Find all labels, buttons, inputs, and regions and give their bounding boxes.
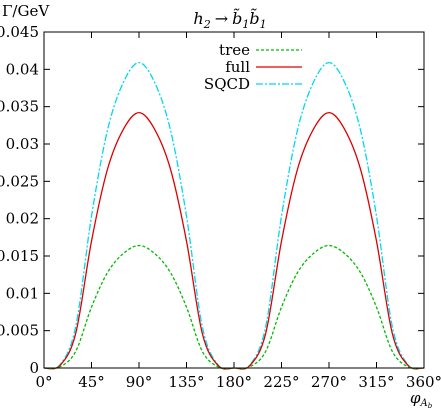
x-axis-label-subsub: b xyxy=(428,402,433,409)
plot-frame xyxy=(43,31,425,369)
title-arrow: → xyxy=(215,9,228,28)
y-tick-label: 0 xyxy=(29,359,39,377)
y-axis-label: Γ/GeV xyxy=(2,2,50,20)
series-line-tree xyxy=(43,244,425,370)
title-product-1: b̃ xyxy=(232,8,242,28)
x-tick-label: 315° xyxy=(358,373,394,391)
x-axis-label: φAb xyxy=(410,389,433,409)
x-axis-label-sub: A xyxy=(420,398,428,409)
x-tick-label: 45° xyxy=(78,373,105,391)
x-tick-label: 360° xyxy=(406,373,441,391)
y-tick-label: 0.025 xyxy=(0,172,39,190)
series-line-sqcd xyxy=(43,61,425,370)
x-tick-label: 180° xyxy=(216,373,252,391)
legend-label-full: full xyxy=(225,58,250,76)
tick-group: 0° 45° 90° 135° 180° 225° 270° 315° 360° 0 0.005 0.… xyxy=(0,23,441,391)
x-tick-label: 270° xyxy=(311,373,347,391)
y-tick-label: 0.03 xyxy=(6,135,39,153)
x-axis-label-main: φ xyxy=(410,389,421,407)
title-product-2-sub: 1 xyxy=(260,18,267,31)
series-group xyxy=(43,61,425,370)
y-tick-label: 0.04 xyxy=(6,60,39,78)
y-tick-label: 0.035 xyxy=(0,98,39,116)
legend-label-tree: tree xyxy=(219,41,250,59)
title-product-1-sub: 1 xyxy=(242,18,249,31)
x-tick-label: 135° xyxy=(168,373,204,391)
y-tick-label: 0.01 xyxy=(6,284,39,302)
y-tick-label: 0.02 xyxy=(6,210,39,228)
y-tick-label: 0.005 xyxy=(0,322,39,340)
chart-title: h2 → b̃1b̃1 xyxy=(193,8,266,31)
series-line-full xyxy=(43,111,425,370)
x-tick-label: 225° xyxy=(263,373,299,391)
legend-label-sqcd: SQCD xyxy=(204,75,250,93)
x-tick-label: 90° xyxy=(126,373,153,391)
title-product-2: b̃ xyxy=(249,8,259,28)
title-main-sub: 2 xyxy=(203,18,211,31)
y-tick-label: 0.045 xyxy=(0,23,39,41)
x-tick-label: 0° xyxy=(35,373,52,391)
y-tick-label: 0.015 xyxy=(0,247,39,265)
title-main: h xyxy=(193,9,203,28)
